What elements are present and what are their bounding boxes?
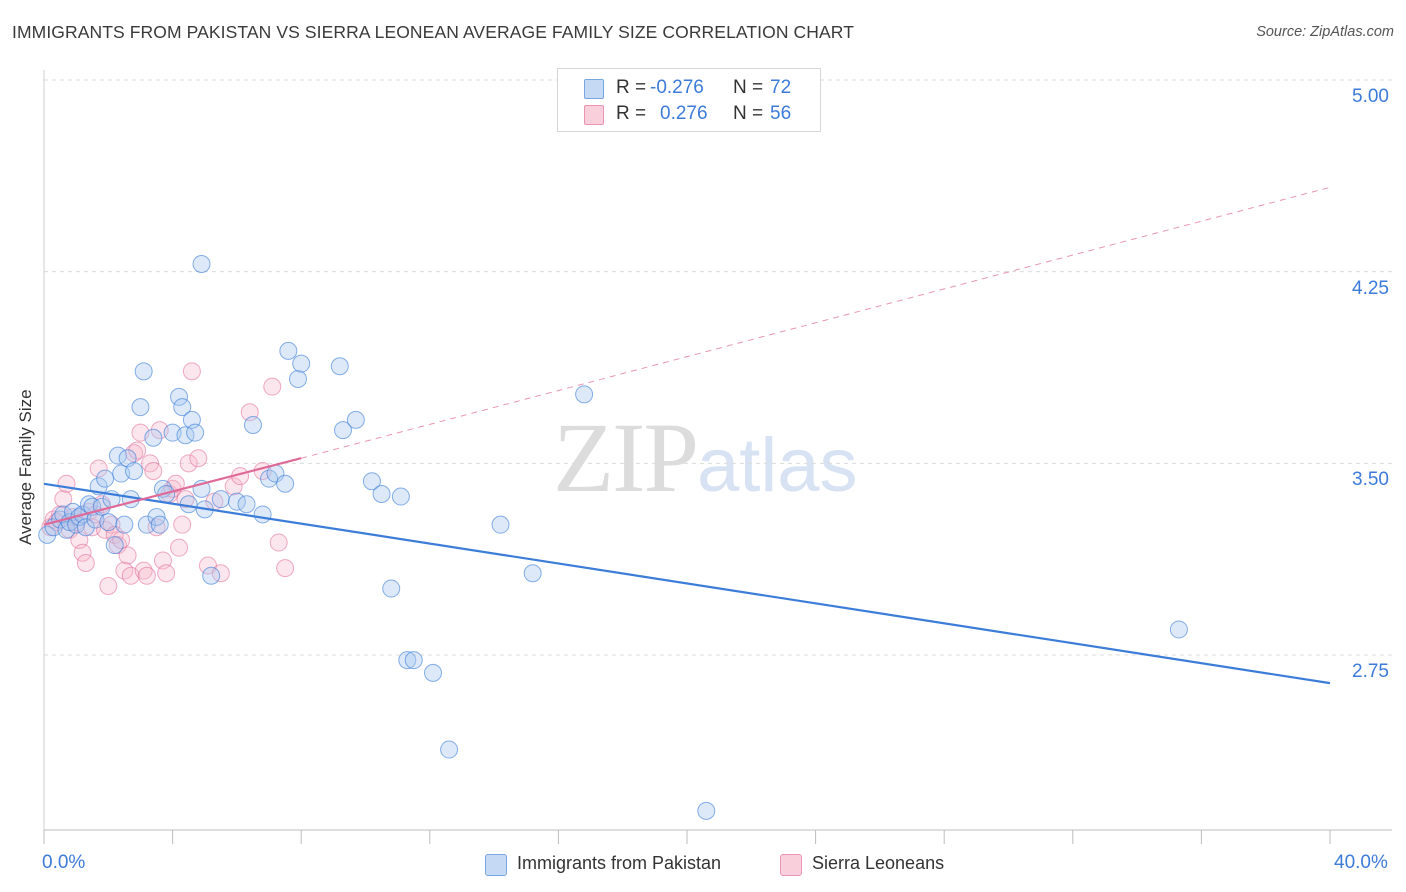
pakistan-trend-line (43, 482, 1331, 685)
legend-n-value: 56 (770, 103, 792, 124)
pakistan-point (346, 410, 365, 429)
sierra-leonean-point (144, 462, 163, 480)
pakistan-point (76, 518, 95, 537)
pakistan-point (330, 357, 349, 376)
y-tick-label-4-25: 4.25 (1352, 278, 1389, 299)
sierra-leonean-point (99, 577, 118, 595)
sierra-leonean-point (54, 490, 73, 509)
pakistan-points (38, 255, 1188, 820)
pakistan-point (173, 398, 192, 417)
solid-trends (43, 457, 1331, 685)
legend-r-value: -0.276 (650, 77, 704, 98)
pakistan-point (150, 515, 169, 534)
sierra-leonean-point (73, 543, 92, 562)
pakistan-point (523, 564, 542, 583)
y-tick-label-5-00: 5.00 (1352, 86, 1389, 107)
legend-r-label: R = (616, 77, 647, 98)
sierra-leonean-point (170, 538, 189, 557)
sierra-leonean-point (173, 515, 192, 534)
pakistan-point (202, 566, 221, 585)
sierra-leonean-point (76, 554, 95, 572)
pakistan-point (362, 472, 381, 491)
pakistan-point (125, 462, 144, 480)
pakistan-point (99, 513, 118, 532)
pakistan-point (134, 362, 153, 381)
chart-title: IMMIGRANTS FROM PAKISTAN VS SIERRA LEONE… (12, 22, 855, 42)
pakistan-point (440, 740, 459, 759)
x-tick-label-max: 40.0% (1334, 852, 1388, 873)
pakistan-point (292, 354, 311, 373)
sierra-leonean-point (157, 564, 176, 583)
sierra-leonean-point (182, 362, 201, 381)
pakistan-point (404, 651, 423, 670)
pakistan-point (288, 370, 307, 388)
sierra-leonean-point (263, 377, 282, 396)
sierra-leonean-trend-extension (301, 186, 1331, 459)
pakistan-point (398, 651, 417, 670)
pakistan-point (115, 515, 134, 534)
legend-n-label: N = (733, 103, 764, 124)
trend-lines (301, 186, 1331, 459)
pakistan-point (575, 385, 594, 404)
pakistan-point (382, 579, 401, 598)
pakistan-point (137, 515, 156, 534)
legend-r-label: R = (616, 103, 647, 124)
pakistan-point (237, 495, 256, 514)
pakistan-point (424, 663, 443, 682)
sierra-leonean-point (269, 533, 288, 552)
legend-n-value: 72 (770, 77, 792, 98)
pakistan-point (391, 487, 410, 506)
bottom-label-pakistan: Immigrants from Pakistan (517, 853, 722, 873)
sierra-leonean-point (128, 441, 147, 460)
source-credit: Source: ZipAtlas.com (1256, 24, 1394, 40)
sierra-leonean-points (41, 362, 295, 595)
sierra-leonean-point (134, 561, 153, 580)
pakistan-point (186, 423, 205, 442)
legend-swatch-pakistan (584, 79, 604, 99)
y-axis-title: Average Family Size (16, 389, 35, 545)
sierra-leonean-point (224, 477, 243, 496)
sierra-leonean-point (189, 449, 208, 468)
sierra-leonean-point (57, 474, 76, 493)
sierra-leonean-point (137, 566, 156, 585)
sierra-leonean-trend-line (43, 457, 302, 526)
pakistan-point (276, 474, 295, 493)
y-tick-label-2-75: 2.75 (1352, 661, 1389, 682)
pakistan-point (211, 490, 230, 509)
pakistan-point (697, 801, 716, 820)
sierra-leonean-point (276, 559, 295, 578)
x-tick-label-min: 0.0% (42, 852, 86, 873)
sierra-leonean-point (89, 459, 108, 478)
sierra-leonean-point (102, 515, 121, 534)
sierra-leonean-point (179, 454, 198, 473)
pakistan-point (131, 398, 150, 417)
bottom-label-sierra-leonean: Sierra Leoneans (812, 853, 945, 873)
sierra-leonean-point (118, 546, 137, 565)
pakistan-point (491, 515, 510, 534)
pakistan-point (38, 525, 57, 544)
pakistan-point (253, 505, 272, 524)
pakistan-point (333, 421, 352, 440)
pakistan-point (243, 416, 262, 434)
pakistan-point (105, 536, 124, 555)
pakistan-point (1169, 620, 1188, 639)
pakistan-point (170, 387, 189, 406)
pakistan-point (372, 485, 391, 503)
legend-n-label: N = (733, 77, 764, 98)
pakistan-point (279, 341, 298, 360)
pakistan-point (192, 255, 211, 273)
y-tick-label-3-50: 3.50 (1352, 469, 1389, 490)
legend-swatch-sierra-leonean (584, 105, 604, 125)
pakistan-point (144, 428, 163, 447)
pakistan-point (96, 469, 115, 488)
grid-lines (43, 70, 1392, 830)
correlation-legend: R = -0.276 N = 72 R = 0.276 N = 56 (557, 68, 821, 132)
sierra-leonean-point (176, 490, 195, 509)
bottom-swatch-pakistan (485, 854, 507, 876)
x-axis (43, 829, 1392, 844)
legend-r-value: 0.276 (660, 103, 708, 124)
bottom-swatch-sierra-leonean (780, 854, 802, 876)
